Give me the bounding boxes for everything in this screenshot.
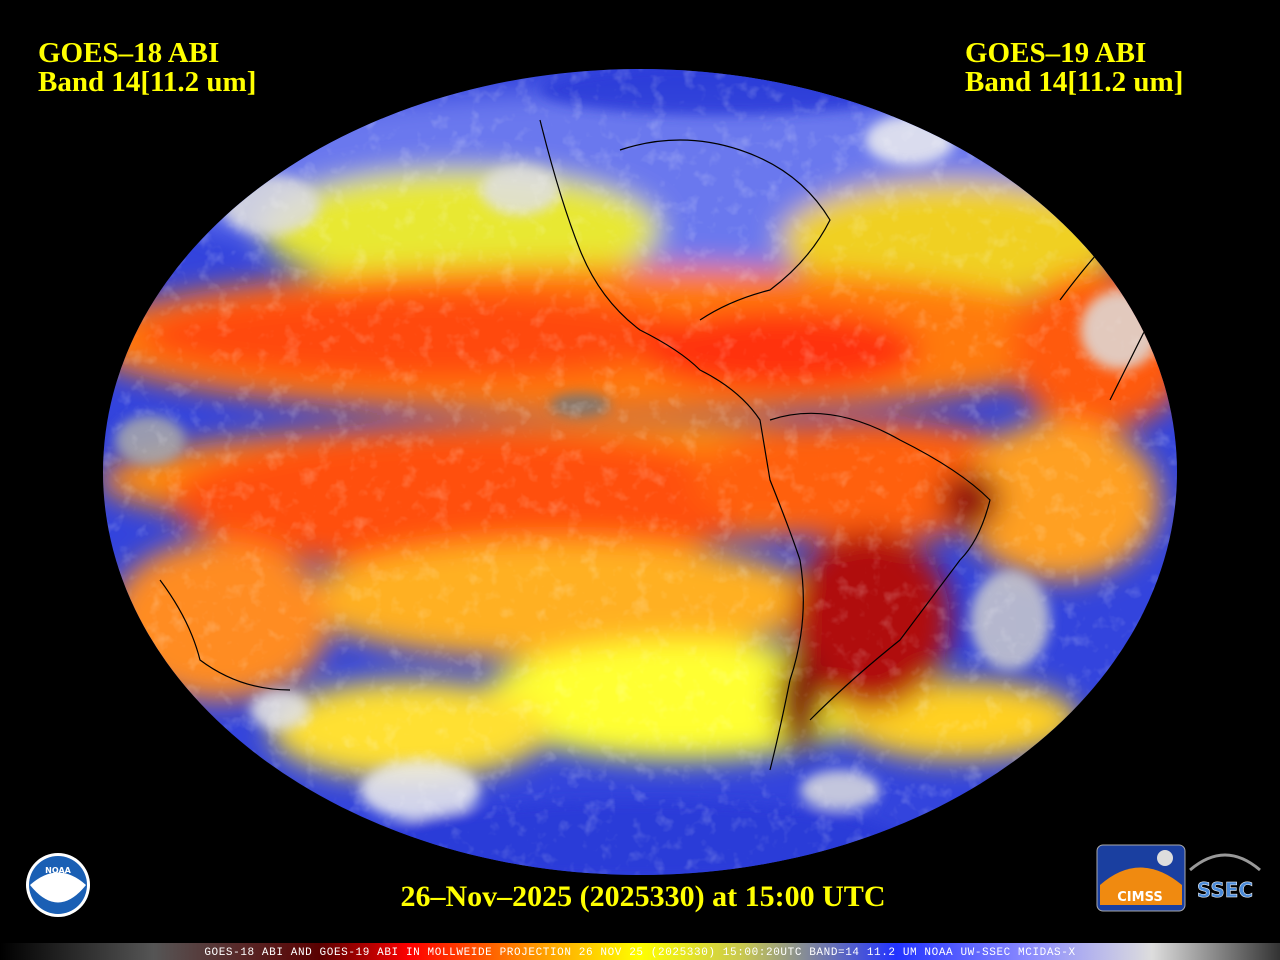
cimss-logo: CIMSS (1096, 844, 1186, 912)
header-left-line1: GOES–18 ABI (38, 37, 219, 69)
header-right-line2: Band 14[11.2 um] (965, 66, 1183, 98)
header-right-line1: GOES–19 ABI (965, 37, 1146, 69)
timestamp: 26–Nov–2025 (2025330) at 15:00 UTC (401, 880, 886, 913)
ssec-label: SSEC (1197, 878, 1253, 902)
globe-image (103, 69, 1177, 875)
header-left-line2: Band 14[11.2 um] (38, 66, 256, 98)
color-bar (0, 943, 1280, 960)
ssec-logo: SSEC (1189, 853, 1261, 902)
noaa-logo: NOAA (26, 853, 90, 917)
footer-caption: GOES-18 ABI AND GOES-19 ABI IN MOLLWEIDE… (204, 947, 1075, 959)
cimss-label: CIMSS (1117, 890, 1162, 905)
noaa-label: NOAA (45, 866, 71, 875)
